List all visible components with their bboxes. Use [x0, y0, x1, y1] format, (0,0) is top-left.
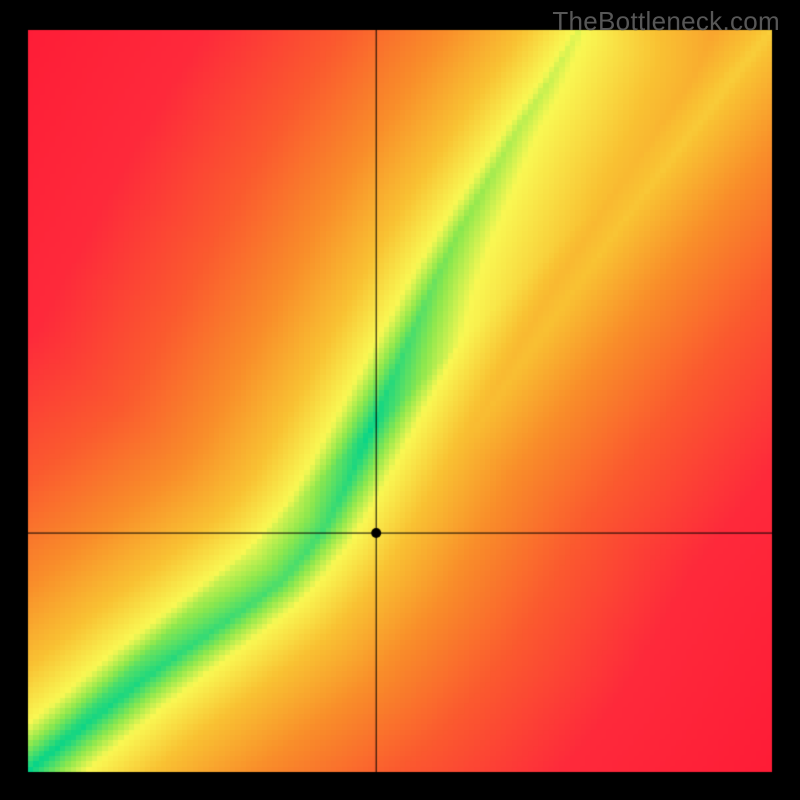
watermark-text: TheBottleneck.com	[552, 6, 780, 37]
bottleneck-heatmap	[0, 0, 800, 800]
